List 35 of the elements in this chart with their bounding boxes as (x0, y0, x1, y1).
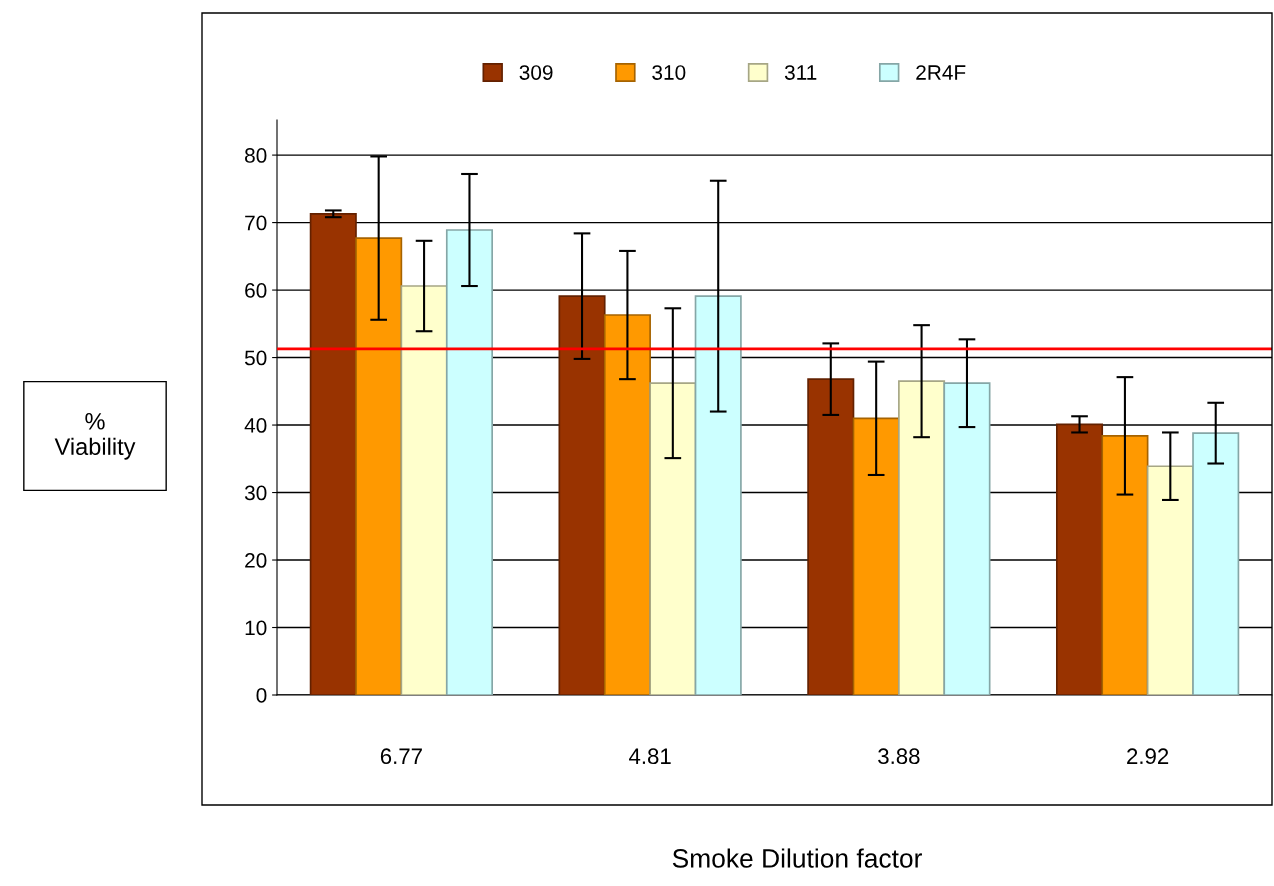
bar (355, 237, 403, 695)
bar (898, 380, 946, 695)
legend-label: 2R4F (916, 65, 966, 80)
y-tick-label: 0 (256, 688, 267, 703)
y-tick-label: 70 (245, 215, 267, 231)
legend-label: 311 (784, 65, 817, 80)
bar (1101, 435, 1149, 695)
bar (400, 285, 448, 695)
y-tick-label: 40 (244, 418, 267, 433)
x-tick-label: 2.92 (1127, 748, 1169, 765)
x-tick-label: 6.77 (380, 748, 422, 765)
bar (649, 382, 697, 695)
bar (1055, 423, 1104, 695)
bar (1192, 432, 1240, 695)
bar (1146, 465, 1194, 695)
x-tick-label: 3.88 (878, 748, 920, 765)
bar (309, 212, 357, 695)
y-tick-label: 20 (245, 553, 267, 568)
bar (558, 295, 606, 695)
y-tick-label: 10 (245, 620, 267, 636)
x-tick-label: 4.81 (629, 748, 671, 765)
x-axis-title: Smoke Dilution factor (672, 848, 922, 868)
bar (943, 382, 991, 695)
bar (807, 378, 855, 695)
y-tick-label: 30 (244, 485, 267, 501)
legend-label: 309 (519, 65, 553, 80)
bar (603, 314, 651, 695)
y-tick-label: 50 (244, 350, 267, 366)
y-tick-label: 80 (245, 148, 267, 163)
bar (852, 417, 900, 695)
legend-label: 310 (652, 65, 686, 80)
y-tick-label: 60 (245, 283, 267, 298)
y-axis-title: % Viability (54, 413, 136, 460)
bar (694, 295, 742, 695)
bar (445, 229, 494, 695)
